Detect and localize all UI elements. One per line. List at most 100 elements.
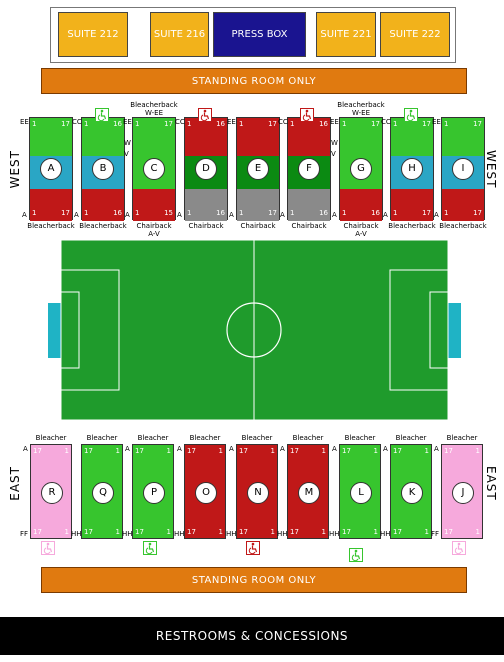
seat-number: 1 — [270, 447, 275, 455]
seat-number: 17 — [268, 120, 277, 128]
east-goal — [447, 303, 461, 358]
wheelchair-icon[interactable] — [452, 541, 466, 555]
row-label: A — [332, 211, 337, 219]
seat-number: 16 — [319, 209, 328, 217]
section-label: E — [247, 157, 269, 180]
seat-number: 17 — [135, 528, 144, 536]
seat-number: 1 — [270, 528, 275, 536]
section-bottom-label: Chairback — [188, 222, 224, 230]
row-label: W — [331, 139, 338, 147]
wheelchair-icon[interactable] — [41, 541, 55, 555]
section-b[interactable]: 1 16 1 16 B — [81, 117, 125, 221]
seat-number: 1 — [373, 528, 378, 536]
seat-number: 17 — [473, 120, 482, 128]
section-band — [288, 189, 330, 221]
section-o[interactable]: 17 1 17 1 O — [184, 444, 226, 539]
seat-number: 1 — [115, 447, 120, 455]
section-label: R — [41, 481, 63, 504]
seat-number: 17 — [239, 447, 248, 455]
section-c[interactable]: 1 17 1 15 C — [132, 117, 176, 221]
section-j[interactable]: 17 1 17 1 J — [441, 444, 483, 539]
seat-number: 17 — [444, 528, 453, 536]
suite-216[interactable]: SUITE 216 — [150, 12, 209, 57]
seat-number: 17 — [342, 528, 351, 536]
seat-number: 16 — [216, 120, 225, 128]
section-label: M — [298, 481, 320, 504]
wheelchair-icon[interactable] — [349, 548, 363, 562]
section-bottom-label: Bleacherback — [79, 222, 127, 230]
seat-number: 1 — [135, 120, 140, 128]
seat-number: 16 — [113, 120, 122, 128]
section-n[interactable]: 17 1 17 1 N — [236, 444, 278, 539]
row-label: A — [229, 211, 234, 219]
section-h[interactable]: 1 17 1 17 H — [390, 117, 434, 221]
seat-number: 17 — [473, 209, 482, 217]
section-top-label: Bleacher — [35, 434, 67, 442]
section-band — [340, 189, 382, 221]
seat-number: 17 — [444, 447, 453, 455]
seat-number: 1 — [444, 120, 449, 128]
section-f[interactable]: 1 16 1 16 F — [287, 117, 331, 221]
wheelchair-icon[interactable] — [198, 108, 212, 122]
section-band — [391, 189, 433, 221]
seat-number: 17 — [84, 528, 93, 536]
seat-number: 17 — [268, 209, 277, 217]
wheelchair-icon[interactable] — [95, 108, 109, 122]
row-label: HH — [174, 530, 185, 538]
section-g[interactable]: 1 17 1 16 G — [339, 117, 383, 221]
press-box[interactable]: PRESS BOX — [213, 12, 306, 57]
section-top-label: Bleacher — [86, 434, 118, 442]
section-d[interactable]: 1 16 1 16 D — [184, 117, 228, 221]
west-label-left: WEST — [8, 150, 22, 189]
row-label: A — [177, 445, 182, 453]
wheelchair-icon[interactable] — [246, 541, 260, 555]
section-band — [288, 118, 330, 156]
section-label: B — [92, 157, 114, 180]
seat-number: 17 — [84, 447, 93, 455]
row-label: CC — [72, 118, 82, 126]
section-m[interactable]: 17 1 17 1 M — [287, 444, 329, 539]
wheelchair-icon[interactable] — [143, 541, 157, 555]
seat-number: 1 — [187, 209, 192, 217]
row-label: A — [74, 211, 79, 219]
section-label: G — [350, 157, 372, 180]
section-label: Q — [92, 481, 114, 504]
section-bottom-label: Bleacherback — [388, 222, 436, 230]
east-label-right: EAST — [484, 466, 498, 501]
wheelchair-icon[interactable] — [300, 108, 314, 122]
row-label: HH — [122, 530, 133, 538]
standing-room-bottom[interactable]: STANDING ROOM ONLY — [41, 567, 467, 593]
seat-number: 17 — [187, 447, 196, 455]
seat-number: 16 — [113, 209, 122, 217]
section-e[interactable]: 1 17 1 17 E — [236, 117, 280, 221]
section-a[interactable]: 1 17 1 17 A — [29, 117, 73, 221]
west-label-right: WEST — [484, 150, 498, 189]
section-i[interactable]: 1 17 1 17 I — [441, 117, 485, 221]
section-q[interactable]: 17 1 17 1 Q — [81, 444, 123, 539]
suite-222[interactable]: SUITE 222 — [380, 12, 450, 57]
suite-212[interactable]: SUITE 212 — [58, 12, 128, 57]
seat-number: 1 — [239, 209, 244, 217]
section-band — [442, 118, 484, 156]
section-top-label: Bleacher — [292, 434, 324, 442]
section-r[interactable]: 17 1 17 1 R — [30, 444, 72, 539]
suite-221[interactable]: SUITE 221 — [316, 12, 376, 57]
section-band — [30, 189, 72, 221]
seat-number: 1 — [84, 120, 89, 128]
west-goal — [48, 303, 62, 358]
section-k[interactable]: 17 1 17 1 K — [390, 444, 432, 539]
seat-number: 17 — [61, 120, 70, 128]
wheelchair-icon[interactable] — [404, 108, 418, 122]
seat-number: 1 — [290, 120, 295, 128]
standing-room-top[interactable]: STANDING ROOM ONLY — [41, 68, 467, 94]
section-band — [237, 189, 279, 221]
section-l[interactable]: 17 1 17 1 L — [339, 444, 381, 539]
row-label: A — [23, 445, 28, 453]
restrooms-concessions-bar[interactable]: RESTROOMS & CONCESSIONS — [0, 617, 504, 655]
section-p[interactable]: 17 1 17 1 P — [132, 444, 174, 539]
section-label: L — [350, 481, 372, 504]
seat-number: 1 — [290, 209, 295, 217]
section-top-label: Bleacherback W-EE — [130, 101, 178, 117]
row-label: A — [434, 211, 439, 219]
section-band — [30, 118, 72, 156]
